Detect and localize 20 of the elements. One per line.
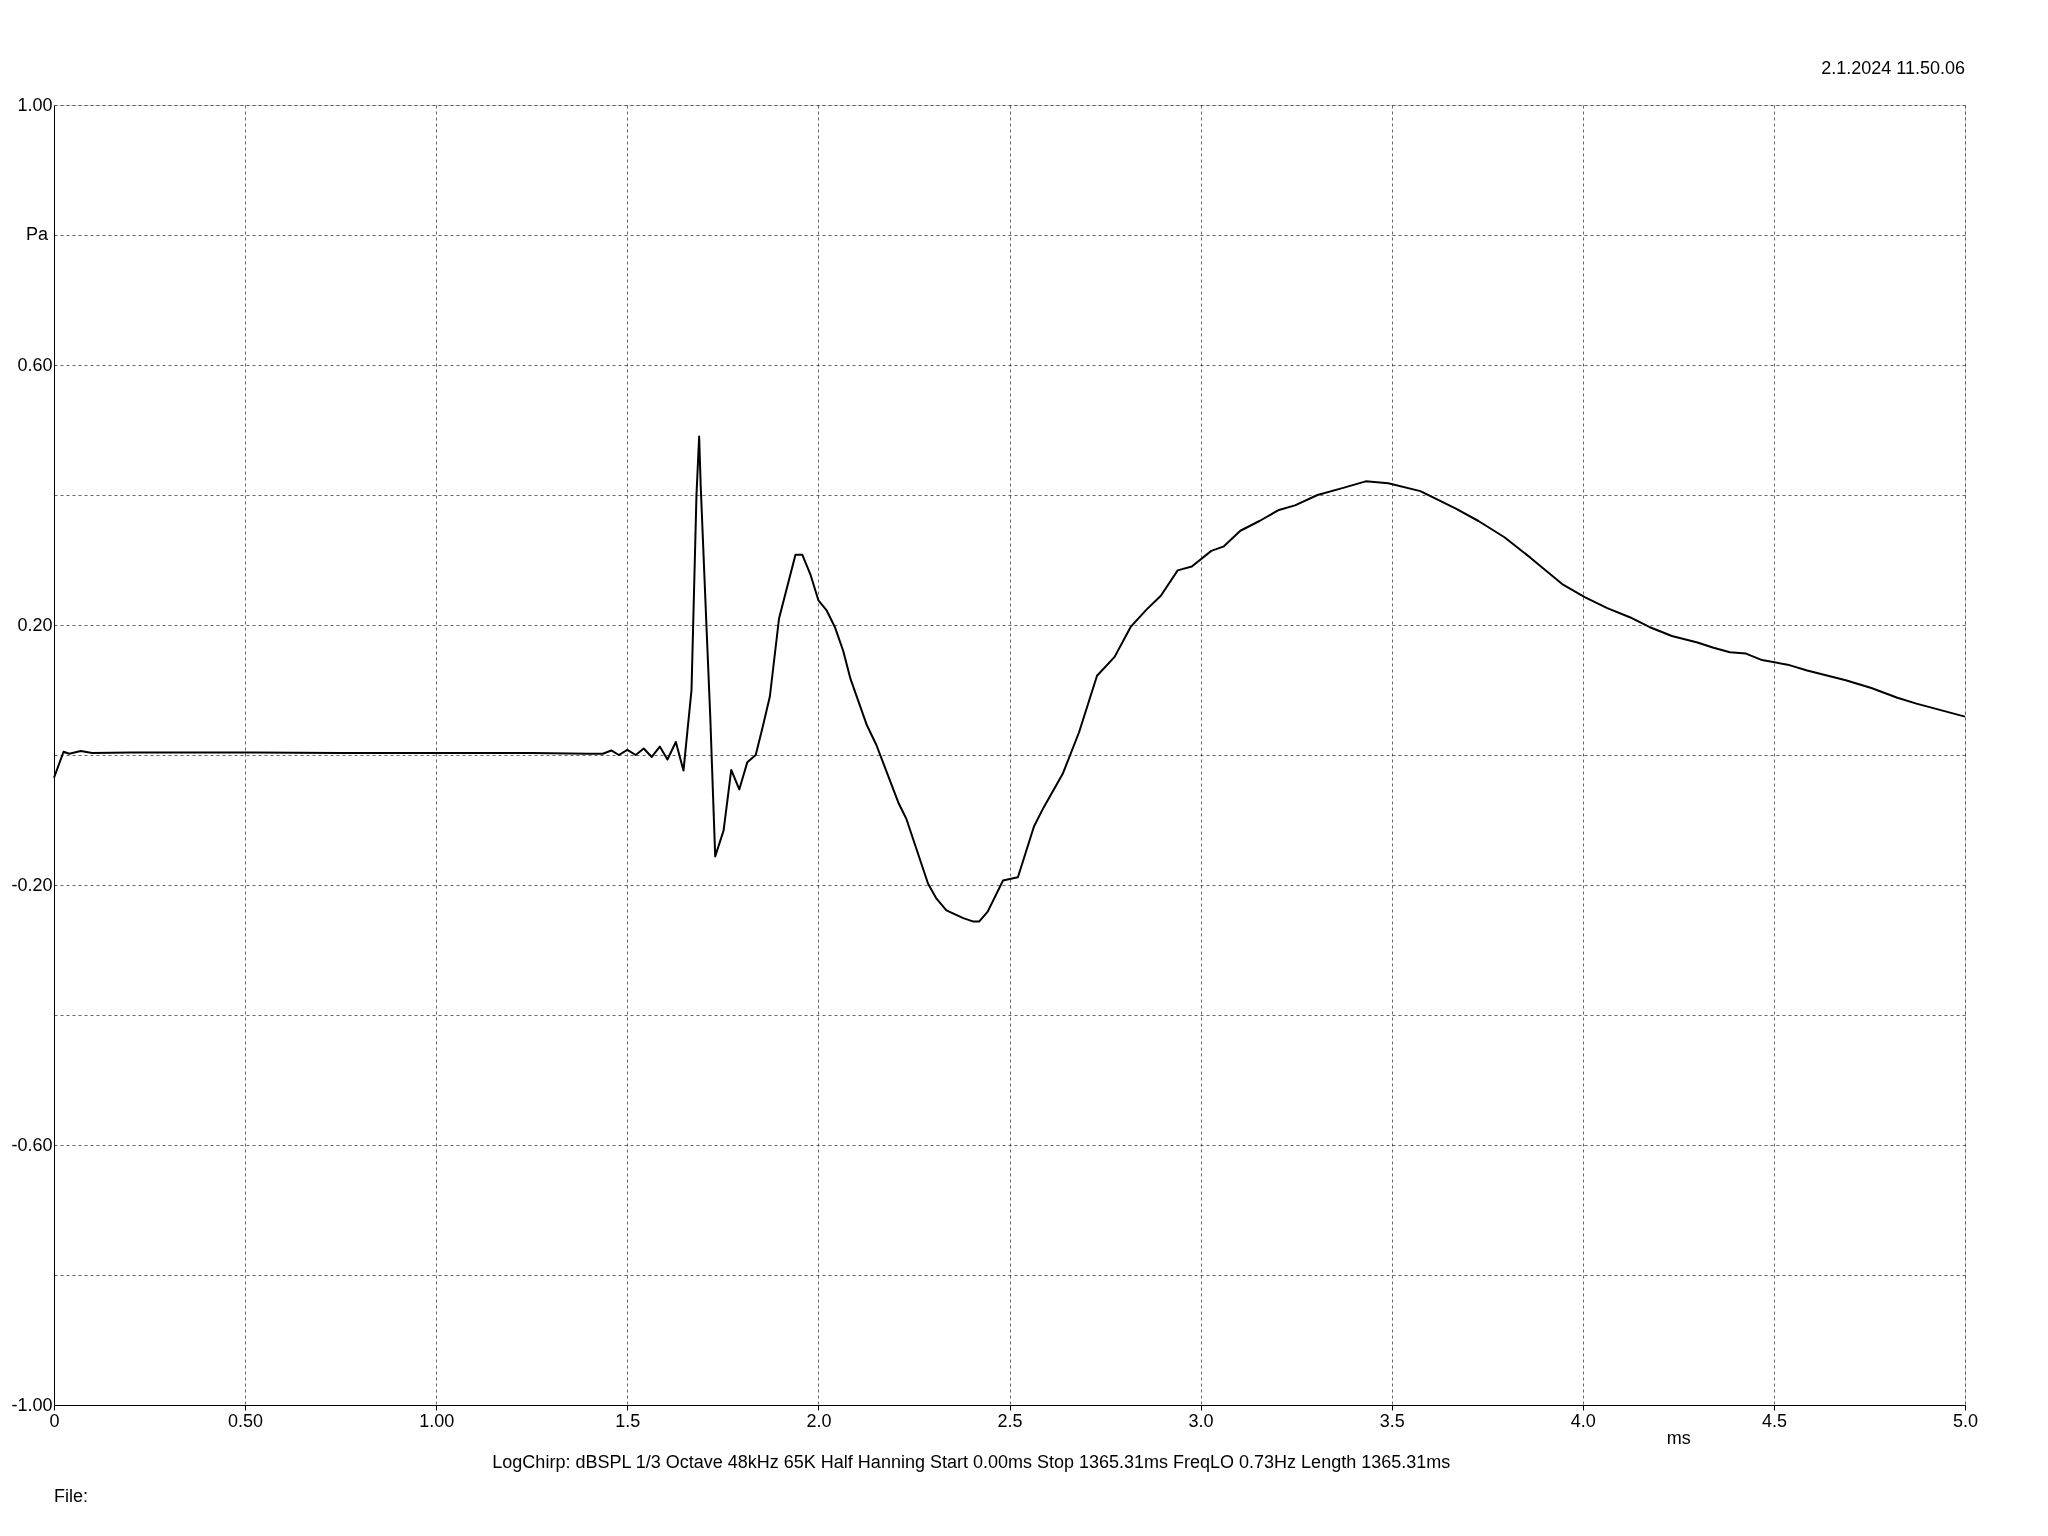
text: 2.1.2024 11.50.06 bbox=[1821, 58, 1965, 78]
x-tick-label: 4.0 bbox=[1570, 1410, 1596, 1431]
x-tick-label: 2.0 bbox=[806, 1410, 832, 1431]
x-tick-label: 0.50 bbox=[228, 1410, 264, 1431]
y-tick-label: 0.20 bbox=[17, 614, 53, 635]
x-axis-title: ms bbox=[1666, 1427, 1691, 1448]
x-tick-label: 3.0 bbox=[1188, 1410, 1214, 1431]
x-tick-label: 4.5 bbox=[1761, 1410, 1787, 1431]
y-tick-label: -0.60 bbox=[11, 1134, 53, 1155]
y-tick-label: 0.60 bbox=[17, 354, 53, 375]
y-tick-label: 1.00 bbox=[17, 94, 53, 115]
x-tick-label: 1.5 bbox=[615, 1410, 641, 1431]
x-tick-label: 1.00 bbox=[419, 1410, 455, 1431]
x-tick-label: 2.5 bbox=[997, 1410, 1023, 1431]
text: LogChirp: dBSPL 1/3 Octave 48kHz 65K Half Hanning Start 0.00ms Stop 1365.31ms FreqLO 0.73Hz Length 1365.31ms bbox=[492, 1452, 1451, 1472]
x-tick-label: 5.0 bbox=[1952, 1410, 1979, 1431]
y-tick-label: -0.20 bbox=[11, 874, 53, 895]
y-axis-title: Pa bbox=[25, 224, 49, 244]
text: File: bbox=[54, 1486, 89, 1506]
x-tick-label: 3.5 bbox=[1379, 1410, 1405, 1431]
